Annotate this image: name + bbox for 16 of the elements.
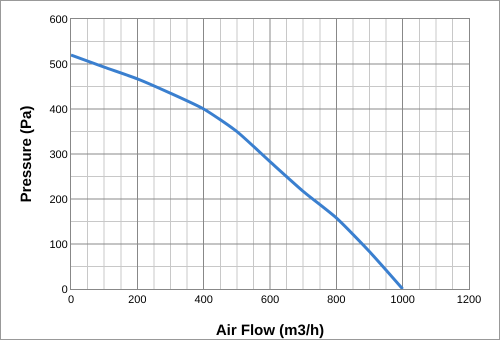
x-tick-label: 200 <box>128 294 147 306</box>
x-tick-label: 800 <box>327 294 346 306</box>
y-axis-title: Pressure (Pa) <box>18 106 35 202</box>
y-tick-label: 500 <box>49 58 68 71</box>
y-tick-label: 200 <box>49 194 68 206</box>
y-tick-label: 600 <box>49 14 68 26</box>
y-tick-label: 0 <box>62 284 68 296</box>
x-tick-label: 400 <box>194 294 213 306</box>
x-tick-label: 1200 <box>456 294 482 306</box>
y-tick-label: 300 <box>49 148 68 161</box>
y-tick-label: 100 <box>49 238 68 251</box>
y-tick-label: 400 <box>49 104 68 116</box>
x-axis-title: Air Flow (m3/h) <box>216 322 324 339</box>
x-tick-label: 600 <box>260 294 280 306</box>
x-tick-label: 1000 <box>390 294 415 306</box>
line-series <box>71 54 404 289</box>
